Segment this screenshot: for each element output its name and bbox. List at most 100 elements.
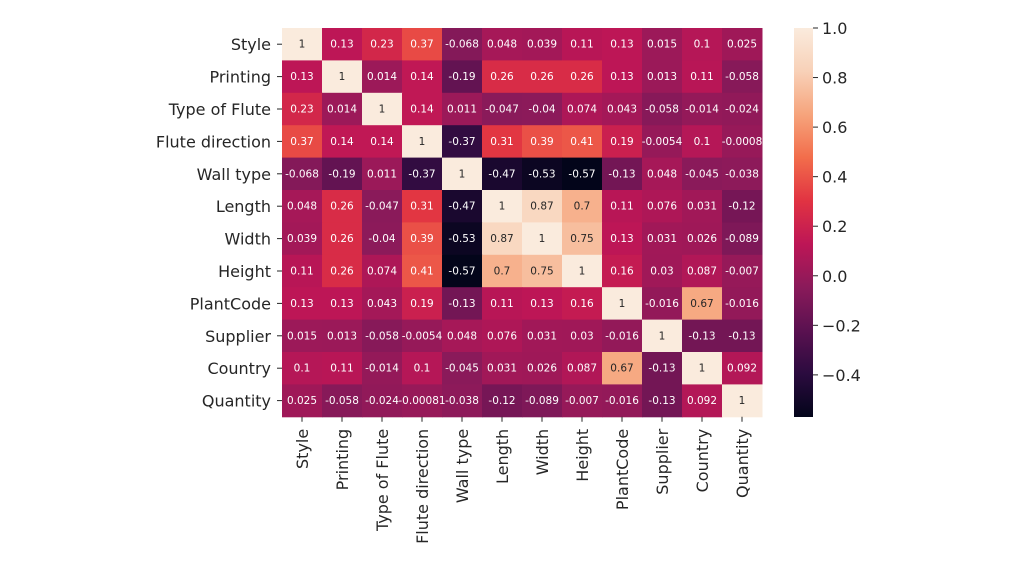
heatmap-cell-label: 0.75 [530,266,553,278]
heatmap-cell [322,319,363,353]
heatmap-cell [482,319,523,353]
heatmap-cell [522,384,563,418]
heatmap-cell [402,319,443,353]
heatmap-cell-label: -0.47 [488,168,515,180]
heatmap-cell-label: 0.67 [690,298,713,310]
heatmap-cell-label: -0.13 [448,298,475,310]
heatmap-cell-label: 1 [739,395,746,407]
heatmap-cell [282,222,323,256]
heatmap-cell [282,60,323,94]
heatmap-cell-label: 0.1 [694,39,711,51]
heatmap-cell-label: -0.007 [565,395,599,407]
heatmap-cell [602,222,643,256]
heatmap-cell [522,190,563,223]
heatmap-cell-label: 0.11 [610,201,633,213]
heatmap-cell [682,157,723,191]
y-tick-label: Country [207,359,271,378]
colorbar-tick-label: 0.4 [822,168,847,187]
heatmap-cell-label: 0.19 [410,298,433,310]
heatmap-cell [722,352,763,385]
heatmap-cell-label: 0.16 [610,266,634,278]
heatmap-cell-label: 0.14 [410,104,434,116]
heatmap-cell [722,157,763,191]
heatmap-cell-label: 0.37 [290,136,313,148]
heatmap-cell-label: -0.014 [365,363,399,375]
heatmap-cell-label: -0.007 [725,266,759,278]
heatmap-cell [442,60,483,94]
heatmap-cell-label: 0.39 [410,233,433,245]
x-tick-label: Height [573,429,592,482]
heatmap-cell-label: 0.1 [294,363,311,375]
heatmap-cell [722,60,763,94]
heatmap-cell [522,125,563,159]
heatmap-cell [282,28,323,61]
heatmap-cell [322,254,363,288]
heatmap-cell-label: -0.058 [365,330,399,342]
heatmap-cell [682,125,723,159]
heatmap-cell-label: 0.31 [490,136,513,148]
heatmap-cell-label: 0.013 [327,330,357,342]
heatmap-cell-label: 1 [659,330,666,342]
heatmap-cell [402,92,443,126]
heatmap-cell-label: 0.11 [570,39,593,51]
heatmap-cell [442,28,483,61]
heatmap-cell-label: 0.31 [410,201,433,213]
x-tick-label: Type of Flute [373,429,392,532]
colorbar-tick-label: 1.0 [822,19,847,38]
heatmap-cell [362,352,403,385]
heatmap-cell-label: -0.0054 [402,330,443,342]
heatmap-cell [522,254,563,288]
heatmap-cell-label: -0.53 [528,168,555,180]
heatmap-cell [442,190,483,223]
heatmap-cell-label: -0.53 [448,233,475,245]
heatmap-cell [642,352,683,385]
heatmap-cell [682,319,723,353]
heatmap-cell [602,125,643,159]
x-tick-label: Width [533,429,552,475]
heatmap-cell-label: 0.092 [727,363,757,375]
heatmap-cell [602,92,643,126]
heatmap-cell-label: -0.047 [365,201,399,213]
heatmap-cell-label: 0.039 [527,39,557,51]
heatmap-cell-label: 0.26 [490,71,514,83]
heatmap-cell [442,157,483,191]
heatmap-cell [682,384,723,418]
heatmap-cell [522,60,563,94]
heatmap-cell [482,254,523,288]
heatmap-cell [482,92,523,126]
heatmap-cell [442,384,483,418]
heatmap-cell [322,190,363,223]
heatmap-cell-label: 0.087 [687,266,717,278]
heatmap-cell-label: -0.13 [608,168,635,180]
heatmap-cell [362,384,403,418]
heatmap-cell [722,287,763,321]
x-tick-label: Quantity [733,429,752,498]
x-tick-label: Supplier [653,428,672,494]
heatmap-cell [282,92,323,126]
heatmap-cell-label: 0.23 [370,39,393,51]
heatmap-cell [282,319,323,353]
heatmap-cell [482,352,523,385]
heatmap-cell-label: 0.87 [530,201,553,213]
heatmap-cell [282,254,323,288]
heatmap-cell [642,287,683,321]
heatmap-cell-label: 0.11 [290,266,313,278]
heatmap-cell [442,125,483,159]
heatmap-cell-label: -0.13 [688,330,715,342]
heatmap-cell [282,190,323,223]
y-tick-label: Width [225,230,271,249]
heatmap-cell [642,190,683,223]
y-tick-label: Type of Flute [168,100,271,119]
y-tick-label: Printing [209,68,271,87]
heatmap-cell-label: 1 [299,39,306,51]
heatmap-cell-label: -0.0054 [642,136,683,148]
heatmap-cell-label: -0.024 [365,395,399,407]
heatmap-cell-label: 0.011 [447,104,477,116]
heatmap-cell-label: -0.0008 [722,136,763,148]
y-tick-label: Supplier [205,327,271,346]
y-tick-label: Quantity [202,392,271,411]
x-tick-label: Flute direction [413,429,432,544]
heatmap-cell-label: -0.089 [525,395,559,407]
heatmap-cell [402,384,443,418]
x-tick-label: Length [493,429,512,484]
